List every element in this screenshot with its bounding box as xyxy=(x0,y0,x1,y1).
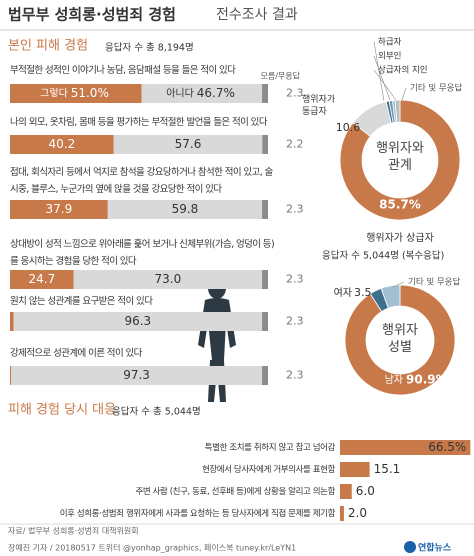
bar xyxy=(340,484,352,499)
category-label: 기타 및 무응답 xyxy=(410,83,463,94)
section-subtitle: 응답자 수 총 5,044명 xyxy=(112,406,201,418)
category-label: 남자 xyxy=(385,374,403,386)
category-label: 행위자가 동급자 xyxy=(302,95,336,117)
legend-entry: 그렇다 xyxy=(40,87,68,100)
category-label: 현장에서 당사자에게 거부의사를 표현함 xyxy=(202,464,336,475)
bar xyxy=(340,462,370,477)
value-label: 97.3 xyxy=(123,368,150,382)
category-label: 여자 xyxy=(334,287,352,299)
bar-segment xyxy=(10,312,14,331)
bar-segment xyxy=(11,366,263,385)
leader-line xyxy=(392,281,405,288)
value-label: 85.7% xyxy=(379,198,421,212)
source: 자료/ 법무부 성희롱·성범죄 대책위원회 xyxy=(8,526,139,536)
bar-segment xyxy=(10,366,12,385)
bar-segment xyxy=(10,270,74,289)
bar-segment xyxy=(113,135,263,154)
leader-line xyxy=(373,69,397,101)
bar-segment xyxy=(13,312,263,331)
category-label: 행위자가 상급자 xyxy=(366,231,434,244)
title: 법무부 성희롱·성범죄 경험 xyxy=(8,6,176,24)
value-label: 15.1 xyxy=(374,462,401,476)
donut-segment xyxy=(344,284,456,396)
category-label: 주변 사람 (친구, 동료, 선후배 등)에게 상황을 알리고 의논함 xyxy=(135,486,335,497)
logo-mark xyxy=(404,541,416,553)
bar-segment xyxy=(10,135,114,154)
value-label: 2.3 xyxy=(286,273,304,286)
donut-title: 행위자 성별 xyxy=(382,323,418,355)
question: 나의 외모, 옷차림, 몸매 등을 평가하는 부적절한 발언을 들은 적이 있다 xyxy=(10,117,268,128)
value-label: 40.2 xyxy=(48,137,75,151)
bar-segment xyxy=(262,84,268,103)
bar xyxy=(340,506,344,521)
value-label: 66.5% xyxy=(428,440,466,454)
question: 원치 않는 성관계를 요구받은 적이 있다 xyxy=(10,296,153,307)
bar-segment xyxy=(262,270,268,289)
donut-title: 행위자와 관계 xyxy=(376,141,424,173)
question: 접대, 회식자리 등에서 억지로 참석을 강요당하거나 참석한 적이 있고, 술… xyxy=(10,167,273,195)
bar xyxy=(340,440,471,455)
category-label: 이후 성희롱·성범죄 행위자에게 사과를 요청하는 등 당사자에게 직접 문제를… xyxy=(60,508,336,519)
question: 상대방이 성적 느낌으로 위아래를 훑어 보거나 신체부위(가슴, 엉덩이 등)… xyxy=(10,239,275,267)
donut-segment xyxy=(380,284,401,309)
value-label: 2.3 xyxy=(286,369,304,382)
bar-segment xyxy=(262,200,268,219)
credit: 장예진 기자 / 20180517 트위터 @yonhap_graphics, … xyxy=(8,543,296,553)
value-label: 2.0 xyxy=(348,506,367,520)
value-label: 51.0% xyxy=(71,86,109,100)
section-subtitle: 응답자 수 5,044명 (복수응답) xyxy=(322,250,444,262)
value-label: 2.3 xyxy=(286,203,304,216)
value-label: 59.8 xyxy=(172,202,199,216)
bar-segment xyxy=(10,200,108,219)
value-label: 57.6 xyxy=(175,137,202,151)
bar-segment xyxy=(262,312,268,331)
bar-segment xyxy=(262,366,268,385)
logo: 연합뉴스 xyxy=(418,542,452,554)
donut-segment xyxy=(339,99,461,221)
section-subtitle: 응답자 수 총 8,194명 xyxy=(105,42,194,54)
subtitle: 전수조사 결과 xyxy=(216,7,298,23)
question: 강제적으로 성관계에 이른 적이 있다 xyxy=(10,348,142,359)
value-label: 73.0 xyxy=(155,272,182,286)
donut-segment xyxy=(394,99,401,123)
section-title: 본인 피해 경험 xyxy=(8,39,88,54)
value-label: 2.2 xyxy=(286,138,304,151)
bar-segment xyxy=(262,135,268,154)
leader-line xyxy=(373,41,385,102)
section-title: 피해 경험 당시 대응 xyxy=(8,403,116,418)
bar-segment xyxy=(107,200,263,219)
value-label: 46.7% xyxy=(197,86,235,100)
category-label: 상급자의 지인 xyxy=(378,65,428,76)
value-label: 90.9% xyxy=(406,373,448,387)
leader-line xyxy=(401,87,407,101)
value-label: 96.3 xyxy=(124,314,151,328)
legend-entry: 아니다 xyxy=(166,88,194,100)
category-label: 하급자 xyxy=(378,37,402,48)
bar-segment xyxy=(141,84,263,103)
bar-segment xyxy=(10,84,142,103)
category-label: 특별한 조치를 취하지 않고 참고 넘어감 xyxy=(205,442,336,453)
leader-line xyxy=(373,55,391,101)
value-label: 6.0 xyxy=(356,484,375,498)
value-label: 2.3 xyxy=(286,87,304,100)
bar-segment xyxy=(73,270,263,289)
category-label: 외부인 xyxy=(378,51,401,62)
category-label: 기타 및 무응답 xyxy=(408,277,461,288)
value-label: 37.9 xyxy=(46,202,73,216)
value-label: 10.6 xyxy=(336,121,361,134)
value-label: 3.5 xyxy=(354,286,372,299)
value-label: 2.3 xyxy=(286,315,304,328)
question: 부적절한 성적인 이야기나 농담, 음담패설 등을 들은 적이 있다 xyxy=(10,65,236,76)
value-label: 24.7 xyxy=(29,272,56,286)
legend-entry: 모름/무응답 xyxy=(261,71,301,81)
